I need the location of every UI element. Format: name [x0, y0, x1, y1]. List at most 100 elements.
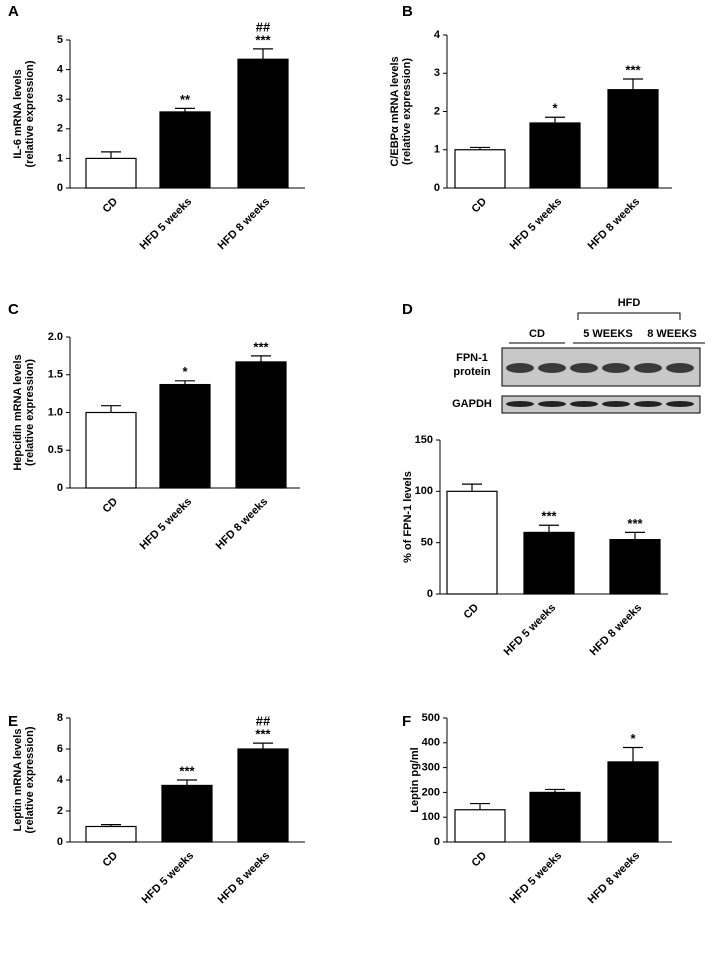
bar	[235, 361, 287, 489]
lane-label: 8 WEEKS	[647, 328, 697, 340]
y-tick-label: 0	[427, 588, 433, 600]
y-tick-label: 1	[57, 152, 63, 164]
error-bar	[625, 531, 645, 540]
y-axis-label: (relative expression)	[24, 359, 36, 466]
error-bar	[101, 405, 121, 413]
y-axis-label: IL-6 mRNA levels	[12, 69, 24, 158]
panel-letter: B	[402, 3, 413, 20]
band	[602, 363, 630, 373]
significance: ***	[541, 509, 557, 524]
error-bar	[253, 742, 273, 749]
y-tick-label: 0.5	[48, 444, 63, 456]
error-bar	[462, 483, 482, 492]
y-tick-label: 1	[434, 144, 440, 156]
error-bar	[101, 151, 121, 159]
panel-letter: D	[402, 301, 413, 318]
panel-letter: C	[8, 301, 19, 318]
blot-group: HFD	[618, 297, 641, 309]
significance: *	[630, 731, 636, 746]
y-axis-label: C/EBPα mRNA levels	[389, 56, 401, 166]
y-tick-label: 0	[57, 482, 63, 494]
error-bar	[175, 107, 195, 112]
y-axis-label: (relative expression)	[401, 58, 413, 165]
error-bar	[545, 116, 565, 123]
error-bar	[623, 746, 643, 762]
error-bar	[251, 355, 271, 362]
band	[538, 401, 566, 407]
x-tick-label: CD	[469, 196, 489, 216]
y-axis-label: Leptin mRNA levels	[12, 729, 24, 832]
bar	[85, 825, 137, 843]
significance: **	[180, 92, 191, 107]
y-tick-label: 4	[57, 774, 64, 786]
bar	[523, 531, 575, 595]
bar	[159, 111, 211, 189]
y-tick-label: 0	[57, 182, 63, 194]
y-tick-label: 2.0	[48, 331, 63, 343]
y-tick-label: 2	[57, 123, 63, 135]
error-bar	[177, 779, 197, 786]
significance: ***	[255, 32, 271, 47]
y-tick-label: 6	[57, 743, 63, 755]
significance: *	[182, 364, 188, 379]
y-tick-label: 4	[434, 29, 441, 41]
significance: ***	[627, 516, 643, 531]
y-tick-label: 100	[415, 485, 433, 497]
error-bar	[470, 802, 490, 810]
y-tick-label: 100	[422, 811, 440, 823]
y-axis-label: (relative expression)	[24, 60, 36, 167]
y-axis-label: Leptin pg/ml	[409, 747, 421, 812]
x-tick-label: HFD 8 weeks	[214, 496, 270, 552]
x-tick-label: HFD 8 weeks	[216, 850, 272, 906]
x-tick-label: HFD 5 weeks	[138, 496, 194, 552]
bar	[237, 748, 289, 843]
bar	[607, 761, 659, 843]
bar	[85, 411, 137, 489]
significance: ***	[179, 763, 195, 778]
error-bar	[253, 48, 273, 60]
bar	[529, 791, 581, 843]
bar	[454, 149, 506, 189]
panel-letter: E	[8, 713, 18, 730]
error-bar	[623, 78, 643, 90]
blot-row-label: GAPDH	[452, 398, 492, 410]
x-tick-label: HFD 5 weeks	[508, 196, 564, 252]
significance: ##	[256, 714, 271, 729]
x-tick-label: HFD 5 weeks	[140, 850, 196, 906]
blot-row-label: protein	[453, 366, 491, 378]
y-tick-label: 200	[422, 786, 440, 798]
y-tick-label: 3	[434, 67, 440, 79]
y-tick-label: 2	[434, 105, 440, 117]
significance: *	[552, 101, 558, 116]
y-axis-label: % of FPN-1 levels	[402, 471, 414, 563]
y-tick-label: 400	[422, 737, 440, 749]
band	[538, 363, 566, 373]
panel-letter: A	[8, 3, 19, 20]
bar	[237, 58, 289, 189]
bar	[454, 809, 506, 843]
error-bar	[545, 788, 565, 793]
error-bar	[539, 524, 559, 533]
bar	[159, 383, 211, 489]
blot-gapdh	[501, 395, 701, 414]
lane-label: CD	[529, 328, 545, 340]
bar	[161, 784, 213, 843]
error-bar	[470, 146, 490, 150]
band	[506, 363, 534, 373]
significance: ***	[625, 62, 641, 77]
y-tick-label: 500	[422, 712, 440, 724]
x-tick-label: HFD 5 weeks	[508, 850, 564, 906]
bracket	[577, 312, 681, 320]
bar	[446, 490, 498, 595]
y-tick-label: 1.0	[48, 406, 63, 418]
x-tick-label: CD	[100, 850, 120, 870]
bar	[529, 122, 581, 189]
significance: ***	[253, 339, 269, 354]
x-tick-label: HFD 5 weeks	[138, 196, 194, 252]
y-tick-label: 1.5	[48, 369, 63, 381]
panel-letter: F	[402, 713, 411, 730]
x-tick-label: CD	[461, 602, 481, 622]
band	[634, 363, 662, 373]
significance: ##	[256, 19, 271, 34]
bar	[85, 157, 137, 189]
